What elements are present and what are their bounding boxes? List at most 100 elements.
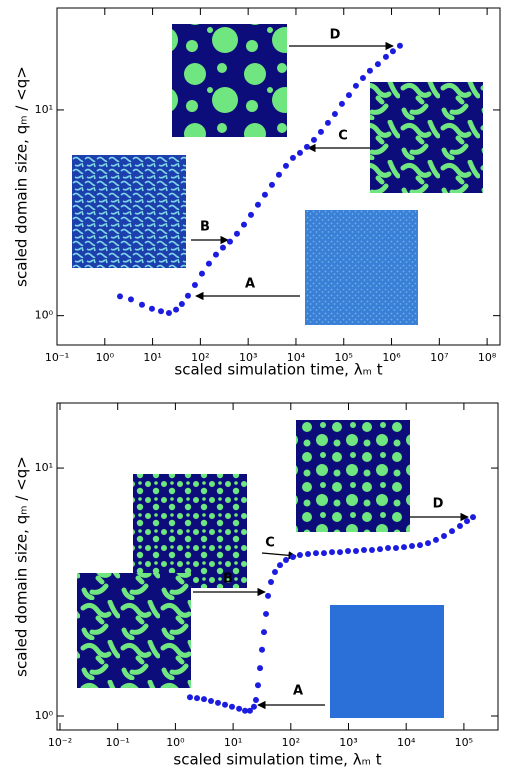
y-tick-label: 10⁰ (35, 309, 54, 322)
data-point (456, 522, 463, 529)
data-point (250, 703, 257, 710)
x-tick-label: 10⁻¹ (106, 736, 130, 749)
x-tick-label: 10⁴ (397, 736, 416, 749)
x-tick-label: 10³ (339, 736, 357, 749)
data-point (282, 162, 289, 169)
data-point (310, 136, 317, 143)
data-point (277, 562, 284, 569)
data-point (259, 646, 266, 653)
plot-frame (56, 402, 499, 731)
data-point (226, 238, 233, 245)
data-point (320, 550, 327, 557)
x-tick-label: 10⁵ (335, 351, 353, 364)
data-point (416, 542, 423, 549)
x-tick-label: 10⁰ (96, 351, 115, 364)
inset-image (172, 24, 287, 137)
inset-image (330, 605, 444, 718)
x-tick-label: 10³ (239, 351, 257, 364)
data-point (127, 296, 134, 303)
data-point (254, 682, 261, 689)
y-tick-label: 10¹ (35, 461, 53, 474)
data-point (353, 547, 360, 554)
data-point (254, 201, 261, 208)
data-point (283, 556, 290, 563)
inset-image (370, 82, 483, 193)
plot-frame (56, 7, 501, 346)
data-point (317, 128, 324, 135)
data-point (275, 171, 282, 178)
data-point (268, 181, 275, 188)
chart-panel: 10⁻¹ 10⁰ 10¹ 10² 10³ 10⁴ 10⁵ 10⁶ 10⁷ 10⁸ 10⁰ 10¹ sca… (13, 7, 501, 379)
data-point (324, 119, 331, 126)
data-point (268, 579, 275, 586)
x-tick-label: 10¹ (143, 351, 161, 364)
data-point (470, 514, 477, 521)
data-point (205, 260, 212, 267)
data-point (368, 547, 375, 554)
data-point (409, 542, 416, 549)
data-point (345, 92, 352, 99)
y-axis-label: scaled domain size, qₘ / <q> (13, 66, 31, 287)
data-point (219, 244, 226, 251)
x-tick-label: 10² (191, 351, 209, 364)
data-point (359, 74, 366, 81)
annotation-arrow (261, 551, 297, 560)
data-point (337, 549, 344, 556)
annotation-label: A (245, 277, 255, 292)
data-point (236, 705, 243, 712)
data-point (233, 230, 240, 237)
x-axis-label: scaled simulation time, λₘ t (174, 361, 382, 379)
data-point (374, 61, 381, 68)
x-axis-label: scaled simulation time, λₘ t (173, 751, 381, 769)
data-point (392, 544, 399, 551)
annotation-label: A (293, 684, 303, 699)
data-point (165, 310, 172, 317)
data-point (222, 701, 229, 708)
data-point (366, 67, 373, 74)
data-point (246, 707, 253, 714)
data-point (214, 699, 221, 706)
x-tick-label: 10⁻² (48, 736, 72, 749)
data-point (200, 696, 207, 703)
data-point (198, 270, 205, 277)
x-tick-label: 10⁸ (478, 351, 497, 364)
data-point (432, 536, 439, 543)
data-point (263, 610, 270, 617)
data-point (289, 154, 296, 161)
inset-image (305, 210, 418, 325)
data-point (425, 540, 432, 547)
x-tick-label: 10⁶ (382, 351, 401, 364)
data-point (240, 221, 247, 228)
data-point (173, 306, 180, 313)
data-point (329, 549, 336, 556)
data-point (265, 592, 272, 599)
inset-image (296, 420, 410, 532)
data-point (242, 707, 249, 714)
data-point (194, 695, 201, 702)
data-point (303, 143, 310, 150)
data-point (186, 694, 193, 701)
data-point (289, 553, 296, 560)
x-tick-label: 10⁰ (166, 736, 185, 749)
data-point (148, 305, 155, 312)
data-point (449, 528, 456, 535)
data-point (440, 533, 447, 540)
annotation-label: B (223, 572, 233, 587)
data-point (296, 552, 303, 559)
annotation-label: C (265, 536, 275, 551)
data-point (361, 547, 368, 554)
x-tick-label: 10² (282, 736, 300, 749)
x-tick-label: 10¹ (224, 736, 242, 749)
data-point (389, 48, 396, 55)
insets-top (72, 24, 483, 325)
data-point (305, 551, 312, 558)
data-point (352, 82, 359, 89)
inset-image (77, 573, 191, 688)
y-tick-label: 10¹ (35, 103, 53, 116)
chart-panel: 10⁻² 10⁻¹ 10⁰ 10¹ 10² 10³ 10⁴ 10⁵ 10⁰ 10¹ scaled s… (13, 402, 499, 769)
data-point (260, 629, 267, 636)
data-point (228, 703, 235, 710)
annotation-label: B (200, 220, 210, 235)
